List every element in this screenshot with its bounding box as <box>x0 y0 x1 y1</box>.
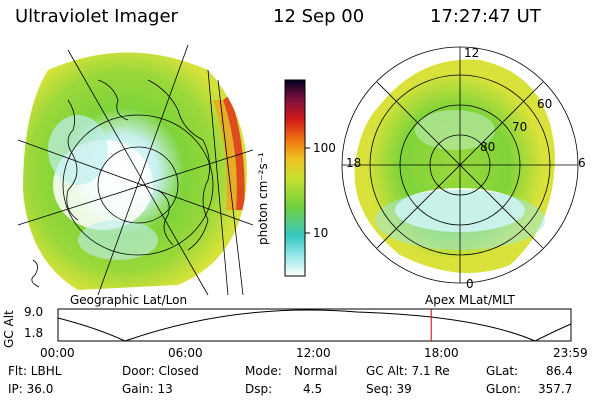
time-tick-2359: 23:59 <box>553 346 588 360</box>
image-time: 17:27:47 UT <box>430 6 541 27</box>
colorbar-unit-label: photon cm⁻²s⁻¹ <box>256 152 270 245</box>
mlt-label-6: 6 <box>578 156 586 170</box>
mlt-label-12: 12 <box>464 46 480 60</box>
sequence-info: Seq: 39 <box>366 382 412 396</box>
geographic-map <box>17 44 254 296</box>
left-map-caption: Geographic Lat/Lon <box>70 293 188 307</box>
time-tick-0600: 06:00 <box>168 346 203 360</box>
glon-label: GLon: <box>486 382 521 396</box>
mlt-label-0: 0 <box>466 277 474 291</box>
time-tick-1800: 18:00 <box>424 346 459 360</box>
glon-value: 357.7 <box>538 382 573 396</box>
door-info: Door: Closed <box>122 364 199 378</box>
time-tick-0000: 00:00 <box>40 346 75 360</box>
gc-altitude-info: GC Alt: 7.1 Re <box>366 364 450 378</box>
glat-value: 86.4 <box>546 364 573 378</box>
colorbar-tick-100: 100 <box>313 141 336 155</box>
mlat-label-80: 80 <box>480 140 496 154</box>
time-tick-1200: 12:00 <box>296 346 331 360</box>
gain-info: Gain: 13 <box>122 382 173 396</box>
altitude-tick-9: 9.0 <box>24 305 44 319</box>
altitude-plot <box>57 308 572 342</box>
mlt-label-18: 18 <box>346 156 362 170</box>
glat-label: GLat: <box>486 364 519 378</box>
altitude-plot-ylabel: GC Alt <box>2 310 16 348</box>
magnetic-polar-plot <box>341 46 579 284</box>
mlat-label-60: 60 <box>537 97 553 111</box>
image-date: 12 Sep 00 <box>273 6 365 27</box>
dsp-value: 4.5 <box>303 382 323 396</box>
colorbar-tick-10: 10 <box>313 226 329 240</box>
colorbar <box>284 79 310 277</box>
right-map-caption: Apex MLat/MLT <box>425 293 515 307</box>
mode-label: Mode: <box>245 364 282 378</box>
mode-value: Normal <box>294 364 338 378</box>
altitude-tick-1-8: 1.8 <box>24 326 44 340</box>
mlat-label-70: 70 <box>512 120 528 134</box>
ip-info: IP: 36.0 <box>8 382 54 396</box>
dsp-label: Dsp: <box>245 382 273 396</box>
instrument-title: Ultraviolet Imager <box>15 6 178 27</box>
filter-info: Flt: LBHL <box>8 364 62 378</box>
altitude-curve <box>57 309 572 342</box>
